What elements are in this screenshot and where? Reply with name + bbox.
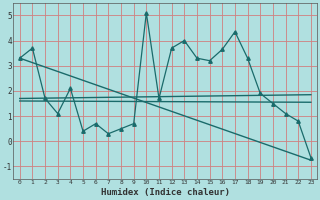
X-axis label: Humidex (Indice chaleur): Humidex (Indice chaleur): [101, 188, 230, 197]
